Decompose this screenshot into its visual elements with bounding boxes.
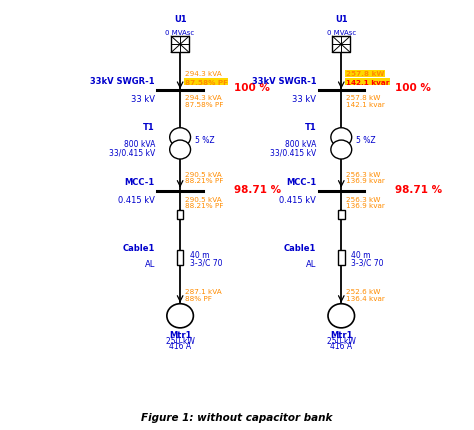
Text: 0 MVAsc: 0 MVAsc (165, 30, 195, 36)
Text: 416 A: 416 A (330, 341, 352, 350)
Bar (177, 250, 183, 265)
Text: 294.3 kVA: 294.3 kVA (185, 71, 222, 77)
Text: MCC-1: MCC-1 (286, 178, 316, 187)
Bar (171, 37, 189, 53)
Text: 416 A: 416 A (169, 341, 191, 350)
Text: 290.5 kVA: 290.5 kVA (185, 196, 222, 202)
Circle shape (331, 141, 352, 160)
Text: 250 kW: 250 kW (166, 336, 194, 345)
Text: 256.3 kW: 256.3 kW (346, 171, 381, 177)
Bar (177, 210, 183, 220)
Text: 0 MVAsc: 0 MVAsc (327, 30, 356, 36)
Text: 800 kVA: 800 kVA (124, 140, 155, 149)
Text: 40 m: 40 m (190, 250, 209, 259)
Text: 100 %: 100 % (395, 83, 431, 93)
Text: 100 %: 100 % (234, 83, 270, 93)
Text: 136.9 kvar: 136.9 kvar (346, 178, 385, 184)
Text: 33/0.415 kV: 33/0.415 kV (270, 148, 316, 157)
Text: 33kV SWGR-1: 33kV SWGR-1 (252, 77, 316, 86)
Text: 5 %Z: 5 %Z (356, 135, 376, 144)
Circle shape (331, 129, 352, 147)
Text: 3-3/C 70: 3-3/C 70 (351, 258, 383, 267)
Text: 40 m: 40 m (351, 250, 370, 259)
Text: T1: T1 (143, 123, 155, 132)
Text: T1: T1 (304, 123, 316, 132)
Circle shape (170, 141, 191, 160)
Circle shape (170, 129, 191, 147)
Text: 3-3/C 70: 3-3/C 70 (190, 258, 222, 267)
Text: 5 %Z: 5 %Z (195, 135, 215, 144)
Text: Cable1: Cable1 (123, 244, 155, 253)
Text: 136.4 kvar: 136.4 kvar (346, 295, 385, 301)
Text: 33 kV: 33 kV (131, 95, 155, 104)
Text: 0.415 kV: 0.415 kV (279, 196, 316, 205)
Text: 88.21% PF: 88.21% PF (185, 178, 223, 184)
Text: U1: U1 (174, 15, 186, 24)
Text: Mtr1: Mtr1 (330, 330, 353, 339)
Text: 33/0.415 kV: 33/0.415 kV (109, 148, 155, 157)
Text: 0.415 kV: 0.415 kV (118, 196, 155, 205)
Text: 87.58% PF: 87.58% PF (185, 102, 223, 108)
Text: 88% PF: 88% PF (185, 295, 212, 301)
Text: 136.9 kvar: 136.9 kvar (346, 203, 385, 209)
Text: Mtr1: Mtr1 (169, 330, 191, 339)
Text: 257.8 kW: 257.8 kW (346, 71, 384, 77)
Text: 98.71 %: 98.71 % (395, 184, 442, 194)
Circle shape (328, 304, 355, 328)
Text: 252.6 kW: 252.6 kW (346, 288, 381, 294)
Text: 33 kV: 33 kV (292, 95, 316, 104)
Bar (338, 210, 345, 220)
Text: 142.1 kvar: 142.1 kvar (346, 102, 385, 108)
Text: Figure 1: without capacitor bank: Figure 1: without capacitor bank (141, 412, 333, 422)
Text: 256.3 kW: 256.3 kW (346, 196, 381, 202)
Text: 87.58% PF: 87.58% PF (185, 80, 228, 86)
Bar (332, 37, 350, 53)
Text: AL: AL (306, 260, 316, 269)
Text: 257.8 kW: 257.8 kW (346, 95, 381, 101)
Text: MCC-1: MCC-1 (125, 178, 155, 187)
Circle shape (167, 304, 193, 328)
Text: Cable1: Cable1 (284, 244, 316, 253)
Text: 294.3 kVA: 294.3 kVA (185, 95, 222, 101)
Text: 142.1 kvar: 142.1 kvar (346, 80, 390, 86)
Text: 250 kW: 250 kW (327, 336, 356, 345)
Text: 88.21% PF: 88.21% PF (185, 203, 223, 209)
Text: U1: U1 (335, 15, 347, 24)
Bar (338, 250, 345, 265)
Text: AL: AL (145, 260, 155, 269)
Text: 33kV SWGR-1: 33kV SWGR-1 (91, 77, 155, 86)
Text: 287.1 kVA: 287.1 kVA (185, 288, 222, 294)
Text: 800 kVA: 800 kVA (285, 140, 316, 149)
Text: 98.71 %: 98.71 % (234, 184, 281, 194)
Text: 290.5 kVA: 290.5 kVA (185, 171, 222, 177)
